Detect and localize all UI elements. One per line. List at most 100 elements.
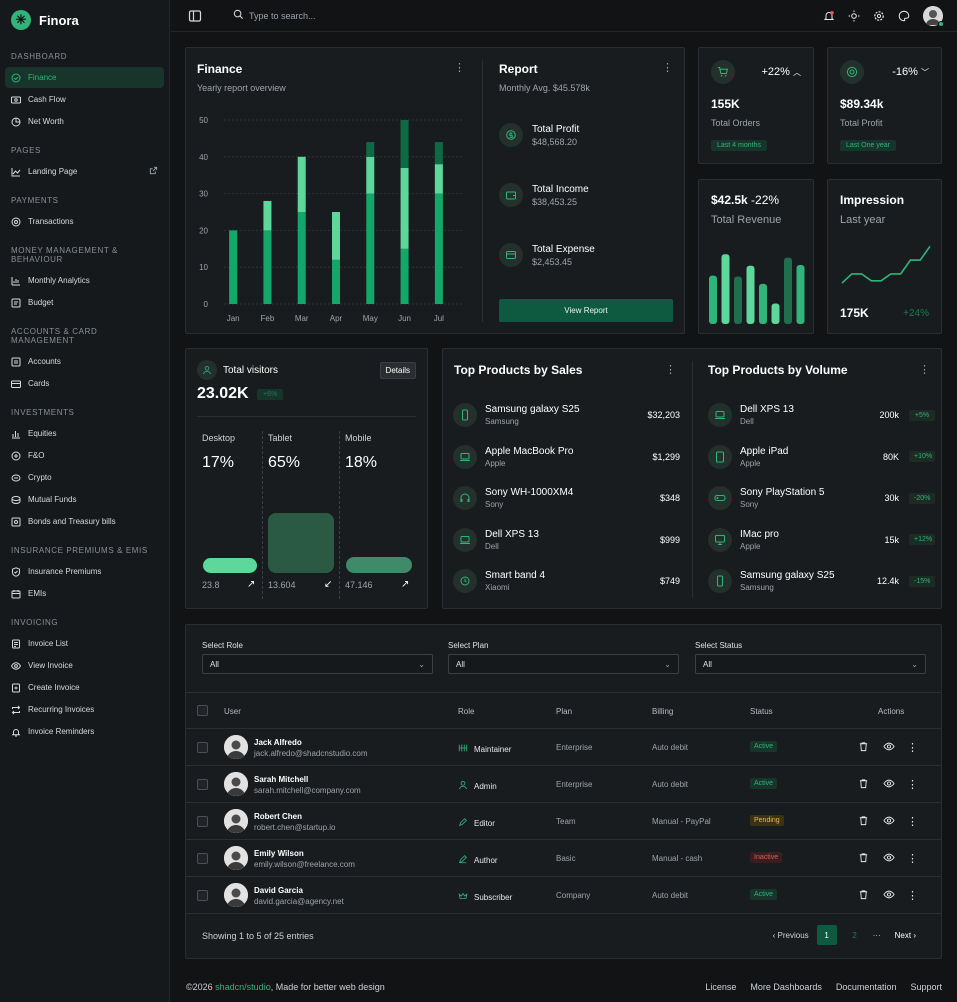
details-button[interactable]: Details [379, 362, 416, 379]
page-2-button[interactable]: 2 [852, 930, 857, 940]
sidebar-item-label: Mutual Funds [28, 495, 77, 504]
sidebar-item-insurance-premiums[interactable]: Insurance Premiums [5, 561, 164, 582]
dollar-icon [499, 123, 523, 147]
sidebar-item-f-o[interactable]: F&O [5, 445, 164, 466]
role-subscriber-icon [458, 891, 468, 903]
row-actions: ⋮ [858, 741, 918, 754]
report-item-text: Total Expense $2,453.45 [532, 244, 595, 267]
status-badge: Active [750, 741, 778, 752]
next-page-button[interactable]: Next › [894, 930, 916, 940]
sidebar-item-invoice-list[interactable]: Invoice List [5, 633, 164, 654]
bar-jun-segment-2 [400, 120, 409, 168]
visitors-card: Total visitors Details 23.02K +6% Deskto… [185, 348, 428, 609]
footer-link-license[interactable]: License [705, 982, 737, 992]
sidebar-item-label: Cards [28, 379, 50, 388]
sidebar-item-transactions[interactable]: Transactions [5, 211, 164, 232]
revenue-bar-7 [796, 264, 805, 324]
more-vertical-icon[interactable]: ⋮ [907, 853, 918, 865]
eye-icon[interactable] [883, 741, 895, 754]
eye-icon[interactable] [883, 889, 895, 902]
view-report-button[interactable]: View Report [499, 299, 673, 322]
sidebar-item-create-invoice[interactable]: Create Invoice [5, 677, 164, 698]
row-checkbox[interactable] [197, 816, 208, 827]
more-vertical-icon[interactable]: ⋮ [907, 890, 918, 902]
select-all-checkbox[interactable] [197, 705, 208, 716]
role-editor-icon [458, 817, 468, 829]
sidebar-item-bonds-and-treasury-bills[interactable]: Bonds and Treasury bills [5, 511, 164, 532]
invoice-list-icon [11, 639, 21, 649]
bar-jun-segment-1 [400, 167, 409, 249]
sidebar-item-view-invoice[interactable]: View Invoice [5, 655, 164, 676]
filter-select-role[interactable]: All ⌄ [202, 654, 433, 674]
sidebar-item-emis[interactable]: EMIs [5, 583, 164, 604]
top-volume-menu-icon[interactable]: ⋮ [919, 364, 930, 376]
pagination-ellipsis: ··· [872, 930, 881, 940]
sidebar-toggle-icon[interactable] [188, 9, 202, 23]
report-menu-icon[interactable]: ⋮ [662, 62, 673, 74]
sidebar-item-cards[interactable]: Cards [5, 373, 164, 394]
sidebar-item-invoice-reminders[interactable]: Invoice Reminders [5, 721, 164, 742]
product-value: 200k [879, 410, 899, 420]
brand[interactable]: ✳ Finora [0, 0, 169, 40]
product-name: Samsung galaxy S25 [740, 570, 835, 581]
sun-icon[interactable] [848, 10, 860, 22]
footer-link-support[interactable]: Support [910, 982, 942, 992]
sidebar-item-net-worth[interactable]: Net Worth [5, 111, 164, 132]
more-vertical-icon[interactable]: ⋮ [907, 742, 918, 754]
chevron-left-icon: ‹ [772, 930, 776, 940]
sidebar-item-monthly-analytics[interactable]: Monthly Analytics [5, 270, 164, 291]
recurring-icon [11, 705, 21, 715]
role-label: Maintainer [474, 744, 512, 754]
eye-icon[interactable] [883, 778, 895, 791]
status-badge: Active [750, 778, 778, 789]
user-avatar[interactable] [923, 6, 944, 27]
sidebar-item-recurring-invoices[interactable]: Recurring Invoices [5, 699, 164, 720]
user-name: Jack Alfredo [254, 738, 302, 747]
filter-select-status[interactable]: All ⌄ [695, 654, 926, 674]
gear-icon[interactable] [873, 10, 885, 22]
footer-brand-link[interactable]: shadcn/studio [215, 982, 271, 992]
sidebar-item-equities[interactable]: Equities [5, 423, 164, 444]
more-vertical-icon[interactable]: ⋮ [907, 779, 918, 791]
notification-bell-icon[interactable] [823, 10, 835, 22]
trash-icon[interactable] [858, 889, 869, 902]
bell-icon [11, 727, 21, 737]
sidebar-item-budget[interactable]: Budget [5, 292, 164, 313]
trash-icon[interactable] [858, 778, 869, 791]
footer-link-documentation[interactable]: Documentation [835, 982, 897, 992]
sidebar-item-accounts[interactable]: Accounts [5, 351, 164, 372]
search-input[interactable]: Type to search... [233, 9, 316, 22]
sidebar-item-cash-flow[interactable]: Cash Flow [5, 89, 164, 110]
top-sales-menu-icon[interactable]: ⋮ [665, 364, 676, 376]
footer-link-more-dashboards[interactable]: More Dashboards [750, 982, 822, 992]
sidebar-item-finance[interactable]: Finance [5, 67, 164, 88]
eye-icon[interactable] [883, 815, 895, 828]
row-checkbox[interactable] [197, 853, 208, 864]
user-email: jack.alfredo@shadcnstudio.com [254, 749, 368, 758]
trash-icon[interactable] [858, 852, 869, 865]
row-checkbox[interactable] [197, 890, 208, 901]
role-label: Admin [474, 781, 497, 791]
page-1-button[interactable]: 1 [816, 925, 837, 945]
user-email: sarah.mitchell@company.com [254, 786, 361, 795]
filter-select-plan[interactable]: All ⌄ [448, 654, 679, 674]
user-billing: Auto debit [652, 891, 689, 900]
trash-icon[interactable] [858, 815, 869, 828]
table-row: Emily Wilson emily.wilson@freelance.com Au… [186, 840, 941, 877]
bar-apr-segment-0 [332, 259, 340, 304]
finance-menu-icon[interactable]: ⋮ [454, 62, 465, 74]
sidebar-item-mutual-funds[interactable]: Mutual Funds [5, 489, 164, 510]
user-role: Subscriber [458, 891, 512, 903]
row-checkbox[interactable] [197, 742, 208, 753]
prev-page-button[interactable]: ‹ Previous [772, 930, 809, 940]
eye-icon[interactable] [883, 852, 895, 865]
palette-icon[interactable] [898, 10, 910, 22]
sidebar-item-landing-page[interactable]: Landing Page [5, 161, 164, 182]
chart-line-icon [11, 167, 21, 177]
sidebar-item-crypto[interactable]: Crypto [5, 467, 164, 488]
nav-section-title: Money Management & Behaviour [11, 246, 118, 264]
row-checkbox[interactable] [197, 779, 208, 790]
more-vertical-icon[interactable]: ⋮ [907, 816, 918, 828]
filter-label: Select Role [202, 641, 243, 650]
trash-icon[interactable] [858, 741, 869, 754]
